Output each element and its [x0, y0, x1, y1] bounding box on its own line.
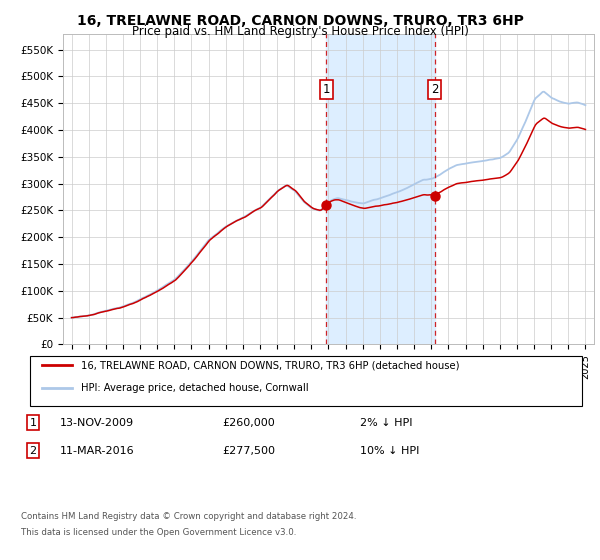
Text: 2: 2: [431, 83, 439, 96]
Text: 10% ↓ HPI: 10% ↓ HPI: [360, 446, 419, 456]
Text: 2% ↓ HPI: 2% ↓ HPI: [360, 418, 413, 428]
Text: Contains HM Land Registry data © Crown copyright and database right 2024.: Contains HM Land Registry data © Crown c…: [21, 512, 356, 521]
Text: 11-MAR-2016: 11-MAR-2016: [60, 446, 134, 456]
Text: 1: 1: [29, 418, 37, 428]
Text: 16, TRELAWNE ROAD, CARNON DOWNS, TRURO, TR3 6HP: 16, TRELAWNE ROAD, CARNON DOWNS, TRURO, …: [77, 14, 523, 28]
Text: £277,500: £277,500: [222, 446, 275, 456]
Text: 16, TRELAWNE ROAD, CARNON DOWNS, TRURO, TR3 6HP (detached house): 16, TRELAWNE ROAD, CARNON DOWNS, TRURO, …: [81, 360, 460, 370]
Text: £260,000: £260,000: [222, 418, 275, 428]
Text: 13-NOV-2009: 13-NOV-2009: [60, 418, 134, 428]
Text: 1: 1: [323, 83, 330, 96]
Text: 2: 2: [29, 446, 37, 456]
Text: This data is licensed under the Open Government Licence v3.0.: This data is licensed under the Open Gov…: [21, 528, 296, 536]
Text: Price paid vs. HM Land Registry's House Price Index (HPI): Price paid vs. HM Land Registry's House …: [131, 25, 469, 38]
Text: HPI: Average price, detached house, Cornwall: HPI: Average price, detached house, Corn…: [81, 382, 308, 393]
Bar: [326, 34, 434, 344]
